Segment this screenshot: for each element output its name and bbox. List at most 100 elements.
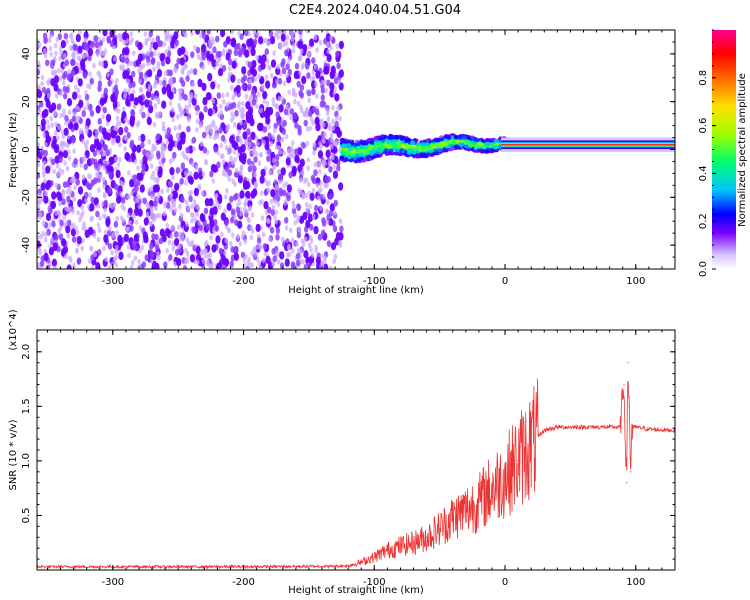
spectrogram-band-cell [396, 144, 402, 149]
spectrogram-band-cell [339, 137, 345, 142]
spectrogram-noise-cell [191, 81, 195, 87]
spectrogram-noise-cell [242, 179, 249, 189]
spectrogram-noise-cell [299, 33, 303, 40]
spectrogram-noise-cell [188, 195, 193, 203]
spectrogram-noise-cell [299, 84, 305, 91]
spectrogram-noise-cell [271, 260, 276, 267]
spectrogram-noise-cell [209, 219, 215, 228]
spectrogram-noise-cell [148, 104, 154, 114]
spectrogram-noise-cell [254, 151, 259, 157]
spectrogram-noise-cell [251, 68, 257, 77]
spectrogram-noise-cell [95, 210, 100, 218]
spectrogram-noise-cell [46, 179, 52, 189]
spectrogram-noise-cell [149, 50, 154, 58]
spectrogram-noise-cell [253, 38, 258, 46]
spectrogram-noise-cell [299, 107, 304, 114]
spectrogram-noise-cell [274, 218, 278, 225]
spectrogram-noise-cell [48, 45, 53, 52]
spectrogram-noise-cell [305, 107, 309, 113]
spectrogram-noise-cell [146, 152, 150, 158]
spectrogram-noise-cell [170, 107, 175, 113]
spectrogram-noise-cell [320, 79, 325, 86]
spectrogram-noise-cell [218, 126, 223, 134]
spectrogram-noise-cell [85, 52, 89, 58]
spectrogram-noise-cell [260, 168, 266, 178]
spectrogram-noise-cell [137, 95, 143, 104]
spectrogram-noise-cell [297, 147, 303, 156]
spectrogram-noise-cell [184, 180, 188, 186]
spectrogram-noise-cell [37, 84, 41, 90]
spectrogram-noise-cell [324, 176, 329, 184]
spectrogram-noise-cell [159, 53, 165, 62]
spectrogram-noise-cell [132, 50, 136, 56]
spectrogram-noise-cell [321, 122, 326, 128]
spectrogram-noise-cell [289, 108, 294, 115]
spectrogram-noise-cell [334, 115, 339, 122]
spectrogram-noise-cell [266, 187, 271, 193]
spectrogram-noise-cell [230, 208, 236, 216]
spectrogram-noise-cell [244, 197, 249, 203]
spectrogram-noise-cell [319, 205, 323, 212]
spectrogram-noise-cell [258, 36, 264, 45]
spectrogram-noise-cell [60, 40, 66, 49]
spectrogram-noise-cell [45, 165, 51, 174]
spectrogram-noise-cell [109, 30, 115, 38]
spectrogram-noise-cell [170, 224, 175, 231]
snr-x-label: Height of straight line (km) [288, 585, 424, 596]
spectrogram-band-cell [497, 139, 503, 143]
spectrogram-noise-cell [260, 84, 265, 90]
spectrogram-noise-cell [304, 236, 308, 243]
spectrogram-noise-cell [225, 165, 230, 173]
spectrogram-noise-cell [93, 35, 99, 42]
spectrogram-noise-cell [272, 127, 277, 134]
spectrogram-noise-cell [169, 139, 175, 148]
spectrogram-noise-cell [328, 122, 332, 128]
spectrogram-noise-cell [43, 178, 47, 184]
spectrogram-noise-cell [176, 57, 181, 65]
spectrogram-noise-cell [102, 191, 107, 198]
spectrogram-band-cell [410, 140, 415, 145]
spectrogram-noise-cell [78, 30, 82, 35]
spectrogram-noise-cell [248, 205, 253, 211]
spectrogram-noise-cell [272, 163, 277, 170]
spectrogram-noise-cell [201, 64, 206, 71]
spectrogram-noise-cell [170, 40, 176, 49]
spectrogram-noise-cell [257, 122, 263, 132]
spectrogram-noise-cell [223, 250, 227, 256]
spectrogram-noise-cell [332, 258, 337, 265]
spectrogram-noise-cell [156, 152, 161, 160]
spectrogram-noise-cell [280, 167, 286, 176]
spectrogram-noise-cell [89, 216, 93, 222]
spectrogram-noise-cell [285, 63, 290, 71]
spectrogram-noise-cell [271, 96, 276, 103]
spectrogram-noise-cell [327, 160, 332, 166]
spectrogram-noise-cell [76, 115, 80, 121]
spectrogram-noise-cell [105, 113, 112, 123]
spectrogram-noise-cell [227, 77, 231, 83]
spectrogram-noise-cell [166, 127, 171, 134]
spectrogram-noise-cell [43, 52, 48, 59]
spectrogram-noise-cell [92, 232, 97, 239]
spectrogram-noise-cell [68, 45, 73, 51]
spectrogram-noise-cell [242, 122, 247, 129]
spectrogram-noise-cell [177, 224, 181, 230]
spectrogram-noise-cell [147, 86, 151, 93]
spectrogram-noise-cell [129, 179, 135, 188]
spectrogram-noise-cell [254, 103, 259, 109]
spectrogram-noise-cell [125, 98, 131, 107]
spectrogram-noise-cell [164, 70, 168, 77]
spectrogram-noise-cell [293, 219, 298, 226]
spectrogram-band-cell [446, 144, 452, 149]
spectrogram-noise-cell [111, 139, 115, 146]
spectrogram-noise-cell [334, 141, 338, 147]
spectrogram-noise-cell [329, 45, 333, 51]
spectrogram-noise-cell [246, 216, 250, 223]
spectrogram-noise-cell [246, 128, 251, 136]
spectrogram-noise-cell [81, 174, 86, 181]
spectrogram-noise-cell [201, 53, 206, 61]
spectrogram-noise-cell [311, 69, 316, 76]
spectrogram-noise-cell [274, 184, 279, 190]
spectrogram-noise-cell [338, 218, 343, 224]
spectrogram-noise-cell [301, 193, 306, 200]
spectrogram-noise-cell [307, 213, 314, 222]
